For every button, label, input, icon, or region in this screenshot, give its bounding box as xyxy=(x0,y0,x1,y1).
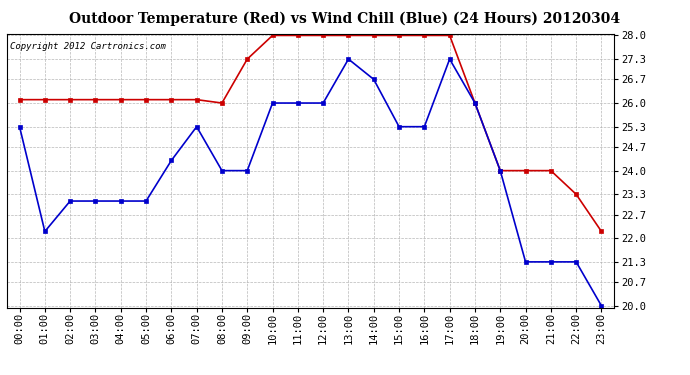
Text: Outdoor Temperature (Red) vs Wind Chill (Blue) (24 Hours) 20120304: Outdoor Temperature (Red) vs Wind Chill … xyxy=(70,11,620,26)
Text: Copyright 2012 Cartronics.com: Copyright 2012 Cartronics.com xyxy=(10,42,166,51)
